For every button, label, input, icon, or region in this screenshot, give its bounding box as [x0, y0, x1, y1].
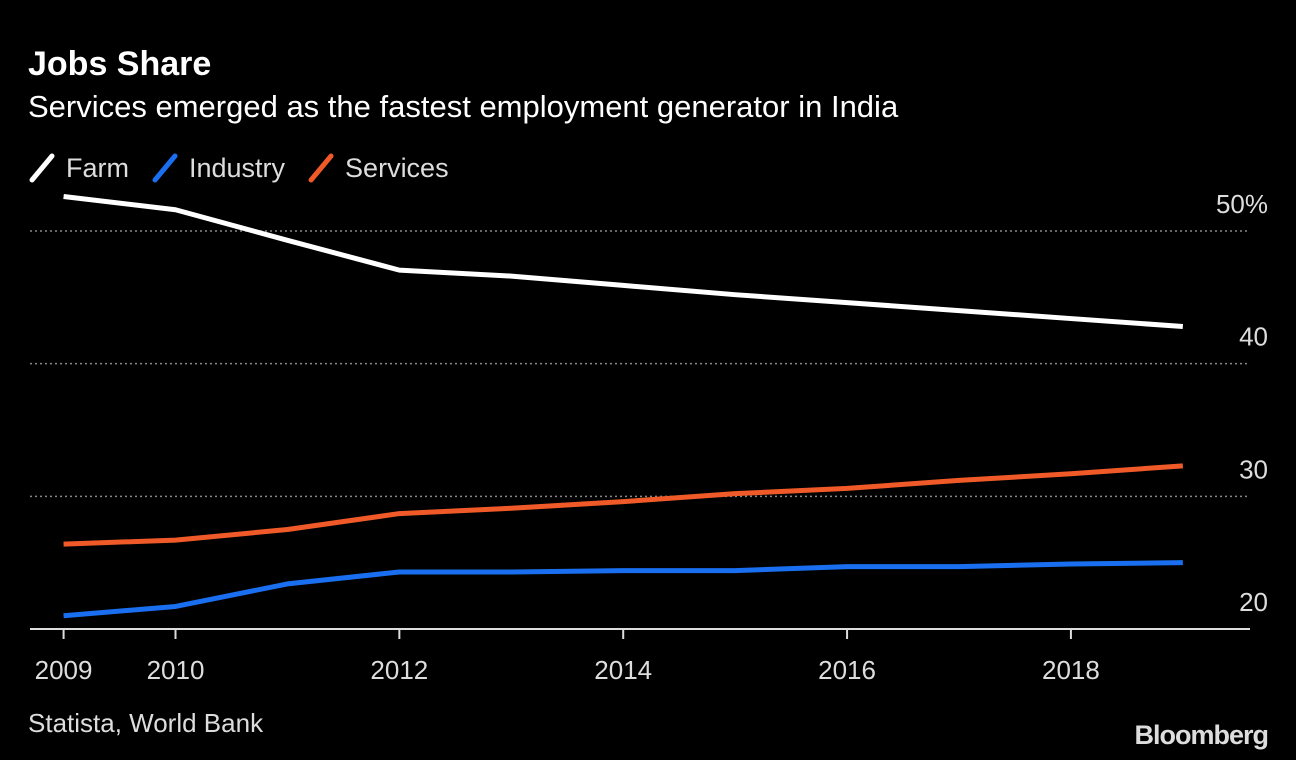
legend-label: Services — [345, 153, 449, 183]
series-line — [63, 194, 1184, 330]
x-tick-label: 2009 — [35, 655, 93, 685]
y-tick-label: 50% — [1216, 189, 1268, 219]
x-tick-label: 2012 — [370, 655, 428, 685]
legend-label: Farm — [66, 153, 129, 183]
brand-logo: Bloomberg — [1134, 720, 1268, 750]
x-tick-label: 2010 — [147, 655, 205, 685]
x-tick-label: 2014 — [594, 655, 652, 685]
y-tick-label: 20 — [1239, 587, 1268, 617]
chart-title: Jobs Share — [28, 45, 211, 83]
x-tick-label: 2016 — [818, 655, 876, 685]
legend-swatch — [152, 153, 178, 183]
series-line — [63, 463, 1184, 547]
chart-subtitle: Services emerged as the fastest employme… — [28, 89, 899, 124]
legend-swatch — [308, 153, 334, 183]
source: Statista, World Bank — [28, 708, 264, 738]
legend-label: Industry — [189, 153, 286, 183]
y-tick-label: 30 — [1239, 454, 1268, 484]
legend-swatch — [29, 153, 55, 183]
series-line — [63, 560, 1183, 619]
y-tick-label: 40 — [1239, 322, 1268, 352]
x-tick-label: 2018 — [1042, 655, 1100, 685]
